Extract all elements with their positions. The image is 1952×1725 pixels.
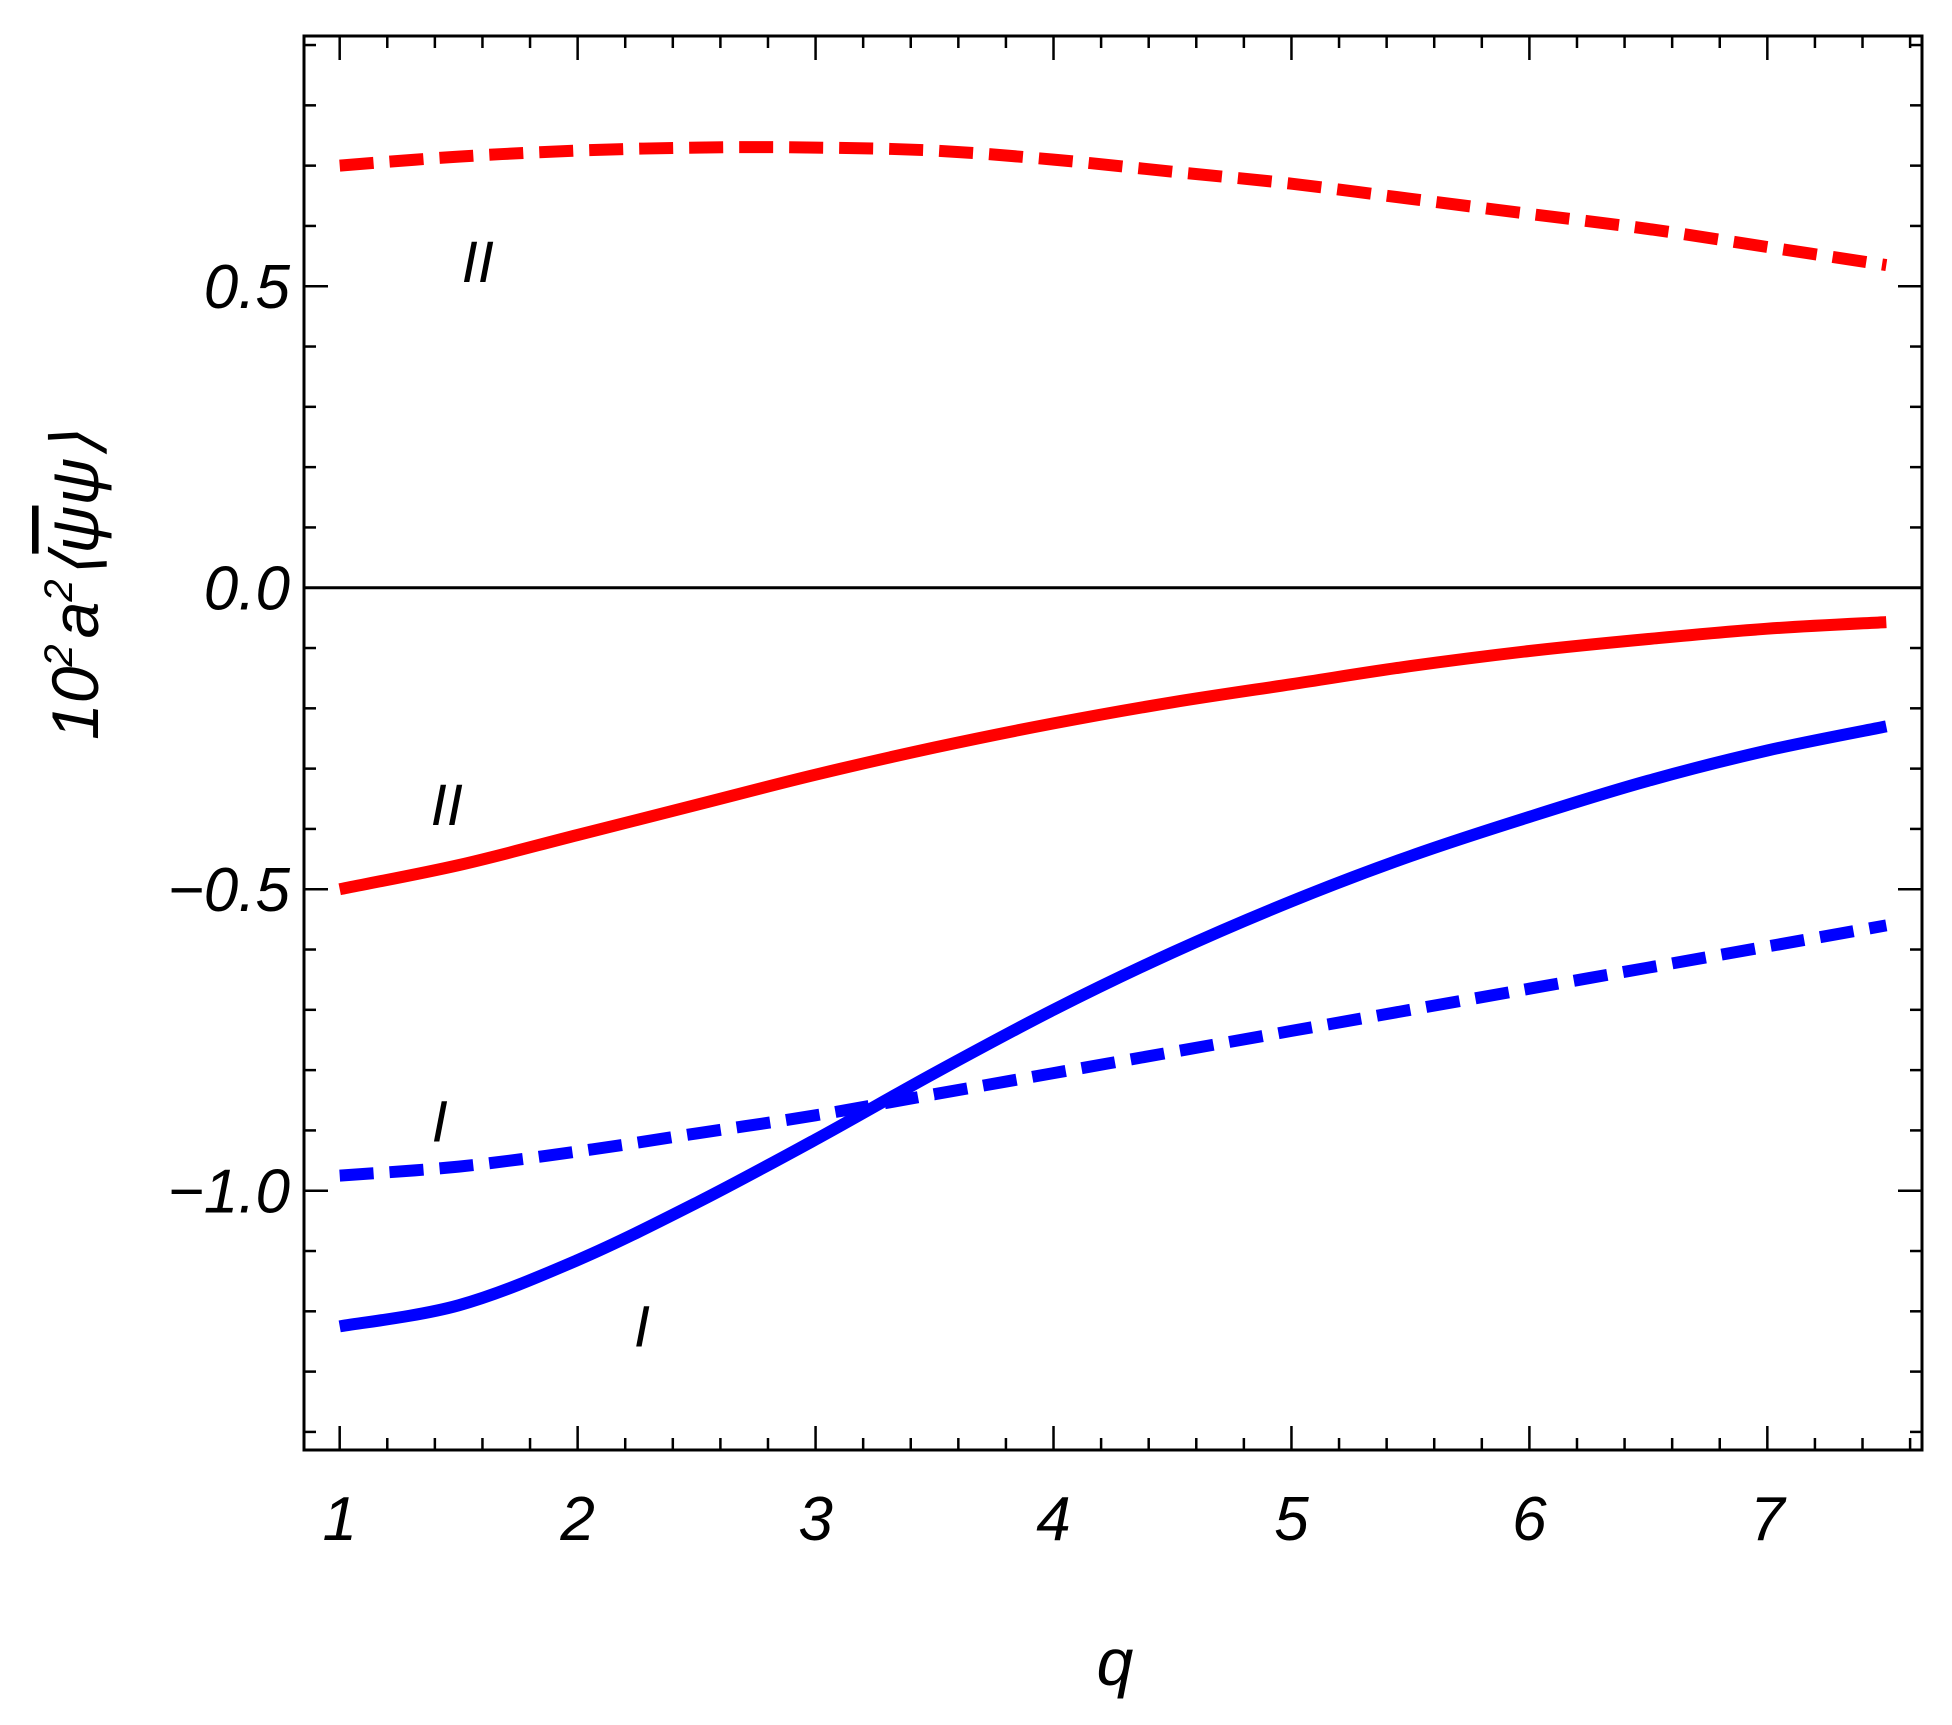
x-tick-label: 3 (798, 1485, 832, 1554)
series-line-3-dashed (339, 919, 1888, 1182)
curve-label: II (431, 773, 463, 838)
axis-ticks (304, 36, 1922, 1450)
y-label-sup2: 2 (37, 579, 81, 602)
series-line-2-solid (338, 616, 1887, 896)
y-label-psi: ψ (38, 458, 112, 506)
series-line-4-solid (338, 720, 1888, 1333)
curve-label: I (634, 1294, 650, 1359)
y-tick-label: 0.5 (204, 253, 291, 322)
x-tick-label: 1 (322, 1485, 356, 1554)
plot-frame (302, 34, 1924, 1452)
x-tick-label: 2 (559, 1485, 594, 1554)
x-tick-label: 5 (1274, 1485, 1309, 1554)
y-tick-label: 0.0 (204, 555, 290, 624)
y-label-sup1: 2 (37, 644, 81, 667)
y-label-mid: a (38, 602, 112, 639)
x-axis-label: q (1097, 1625, 1134, 1699)
y-tick-label: −1.0 (168, 1158, 290, 1227)
y-label-close: ⟩ (38, 432, 112, 458)
curve-label: II (462, 230, 494, 295)
series-line-1-dashed (339, 141, 1888, 272)
x-tick-label: 7 (1750, 1485, 1787, 1554)
y-tick-label: −0.5 (168, 856, 291, 925)
tick-labels: 1 2 3 4 5 6 7 0.5 0.0 −0.5 −1.0 (168, 253, 1788, 1554)
x-tick-label: 4 (1036, 1485, 1070, 1554)
series-curves (338, 141, 1888, 1333)
y-axis-label: 102a2⟨ψψ⟩ (37, 432, 112, 740)
y-label-bar-psi: ψ (38, 506, 112, 554)
y-label-prefix: 10 (38, 666, 112, 740)
x-tick-label: 6 (1512, 1485, 1547, 1554)
curve-label: I (432, 1089, 448, 1154)
